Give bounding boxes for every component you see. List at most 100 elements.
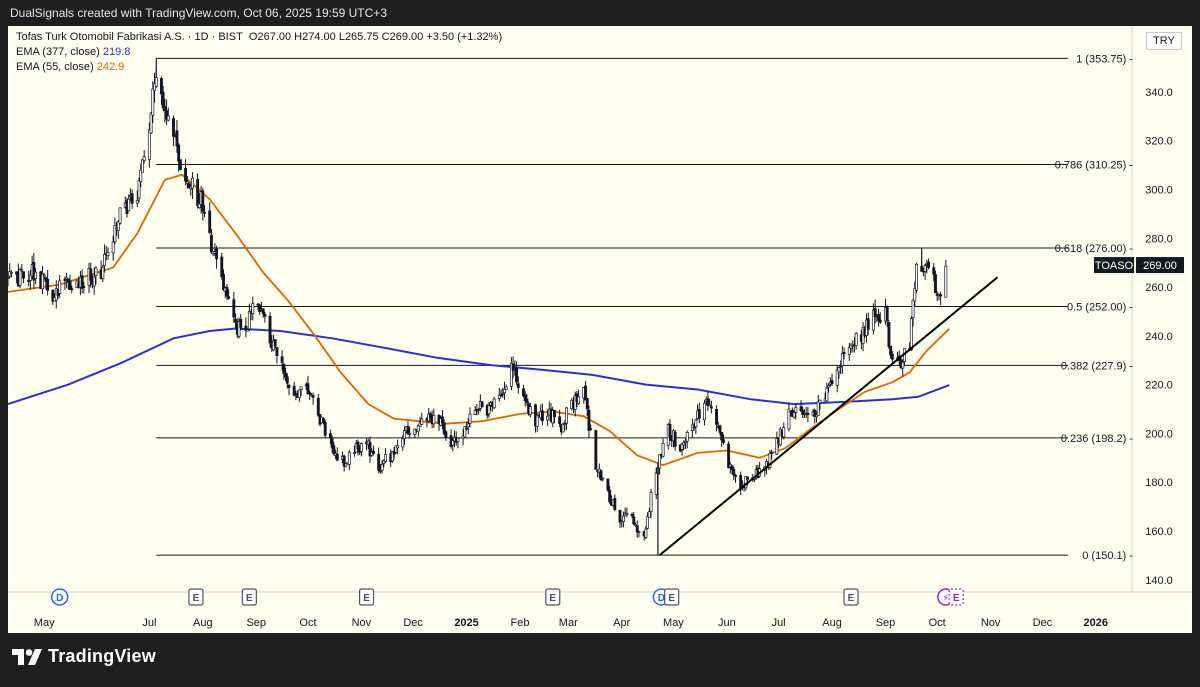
y-tick-label: 160.0 — [1145, 526, 1173, 538]
fib-level-label: 0.382 (227.9) - — [1061, 360, 1133, 372]
candle — [227, 289, 231, 300]
x-tick-label: Aug — [193, 617, 213, 629]
candle — [649, 488, 653, 518]
candle — [172, 115, 175, 147]
x-tick-label: Nov — [352, 617, 372, 629]
candle — [184, 159, 188, 186]
ema377-line — [8, 327, 950, 406]
candle — [558, 409, 562, 428]
candle — [113, 217, 117, 245]
candle — [473, 405, 477, 416]
candle — [20, 264, 24, 272]
candle — [442, 419, 446, 436]
candle — [347, 449, 351, 471]
earnings-marker — [188, 588, 204, 606]
candle — [573, 391, 577, 417]
candle — [782, 422, 786, 440]
legend-symbol-row[interactable]: Tofas Turk Otomobil Fabrikasi A.S. · 1D … — [16, 30, 502, 45]
currency-button[interactable]: TRY — [1146, 32, 1182, 50]
candle — [116, 220, 120, 239]
candle — [515, 361, 519, 386]
candle — [601, 477, 605, 482]
candle — [477, 407, 481, 415]
candle — [511, 356, 515, 379]
candle — [565, 406, 569, 430]
candle — [135, 190, 139, 208]
price-tag-ticker: TOASO — [1095, 260, 1134, 272]
earnings-letter: E — [246, 593, 253, 604]
candle — [378, 464, 382, 474]
candle — [92, 267, 96, 295]
candle — [306, 375, 310, 395]
legend-ema55-row[interactable]: EMA (55, close) 242.9 — [16, 60, 502, 75]
candle — [451, 438, 455, 452]
candle — [715, 405, 718, 432]
candle — [944, 260, 948, 298]
candle — [141, 159, 144, 173]
candle — [18, 267, 22, 289]
x-tick-label: Feb — [511, 617, 530, 629]
candle — [42, 272, 46, 280]
candle — [901, 359, 905, 377]
candle — [282, 363, 286, 380]
candle — [9, 270, 13, 278]
candle — [177, 142, 181, 172]
candle — [794, 404, 798, 420]
candle — [621, 511, 625, 528]
earnings-letter: E — [193, 593, 200, 604]
fib-level-label: 0.5 (252.00) - — [1067, 302, 1133, 314]
candle — [8, 263, 12, 279]
candle — [440, 410, 444, 430]
candle — [299, 386, 303, 397]
candle — [185, 175, 189, 189]
candle — [934, 270, 937, 294]
candle — [420, 412, 424, 425]
legend-ema377-row[interactable]: EMA (377, close) 219.8 — [16, 45, 502, 60]
candle — [153, 72, 156, 103]
price-chart[interactable]: 140.0 160.0 180.0 200.0 220.0 240.0 260.0 280.0… — [8, 26, 1192, 633]
y-tick-label: 200.0 — [1145, 428, 1173, 440]
candle — [563, 420, 567, 431]
candle — [273, 339, 277, 349]
candle — [323, 419, 327, 439]
tradingview-logo[interactable]: TradingView — [12, 646, 156, 667]
candle — [799, 400, 803, 412]
candle — [871, 303, 875, 335]
x-tick-label: May — [34, 617, 55, 629]
candle — [768, 449, 772, 470]
chart-panel[interactable]: 140.0 160.0 180.0 200.0 220.0 240.0 260.0 280.0… — [8, 26, 1192, 633]
candle — [866, 312, 870, 336]
candle — [142, 150, 146, 164]
candle — [708, 398, 712, 407]
candle — [770, 449, 774, 460]
candle — [647, 508, 651, 518]
candle — [721, 434, 725, 445]
y-tick-label: 260.0 — [1145, 282, 1173, 294]
candle — [889, 345, 893, 359]
candle — [203, 204, 206, 218]
candle — [311, 392, 315, 405]
candle — [356, 439, 360, 456]
chart-credit: DualSignals created with TradingView.com… — [0, 0, 1200, 26]
symbol-description: Tofas Turk Otomobil Fabrikasi A.S. · 1D … — [16, 31, 243, 43]
candle — [51, 289, 55, 306]
candle — [63, 276, 67, 290]
candle — [372, 445, 375, 456]
candle — [718, 424, 722, 436]
candle — [159, 76, 163, 105]
candle — [208, 202, 212, 235]
candle — [89, 262, 93, 288]
x-tick-label: Jun — [718, 617, 736, 629]
x-tick-label: Dec — [1033, 617, 1053, 629]
candle — [428, 411, 432, 422]
candle — [111, 235, 115, 261]
candle — [408, 426, 412, 439]
candle — [837, 366, 841, 379]
candle — [308, 390, 312, 400]
candle — [197, 193, 201, 209]
candle — [523, 391, 527, 407]
candle — [734, 474, 737, 483]
candle — [804, 406, 808, 418]
candle — [268, 312, 272, 348]
ema377-value: 219.8 — [102, 46, 131, 58]
